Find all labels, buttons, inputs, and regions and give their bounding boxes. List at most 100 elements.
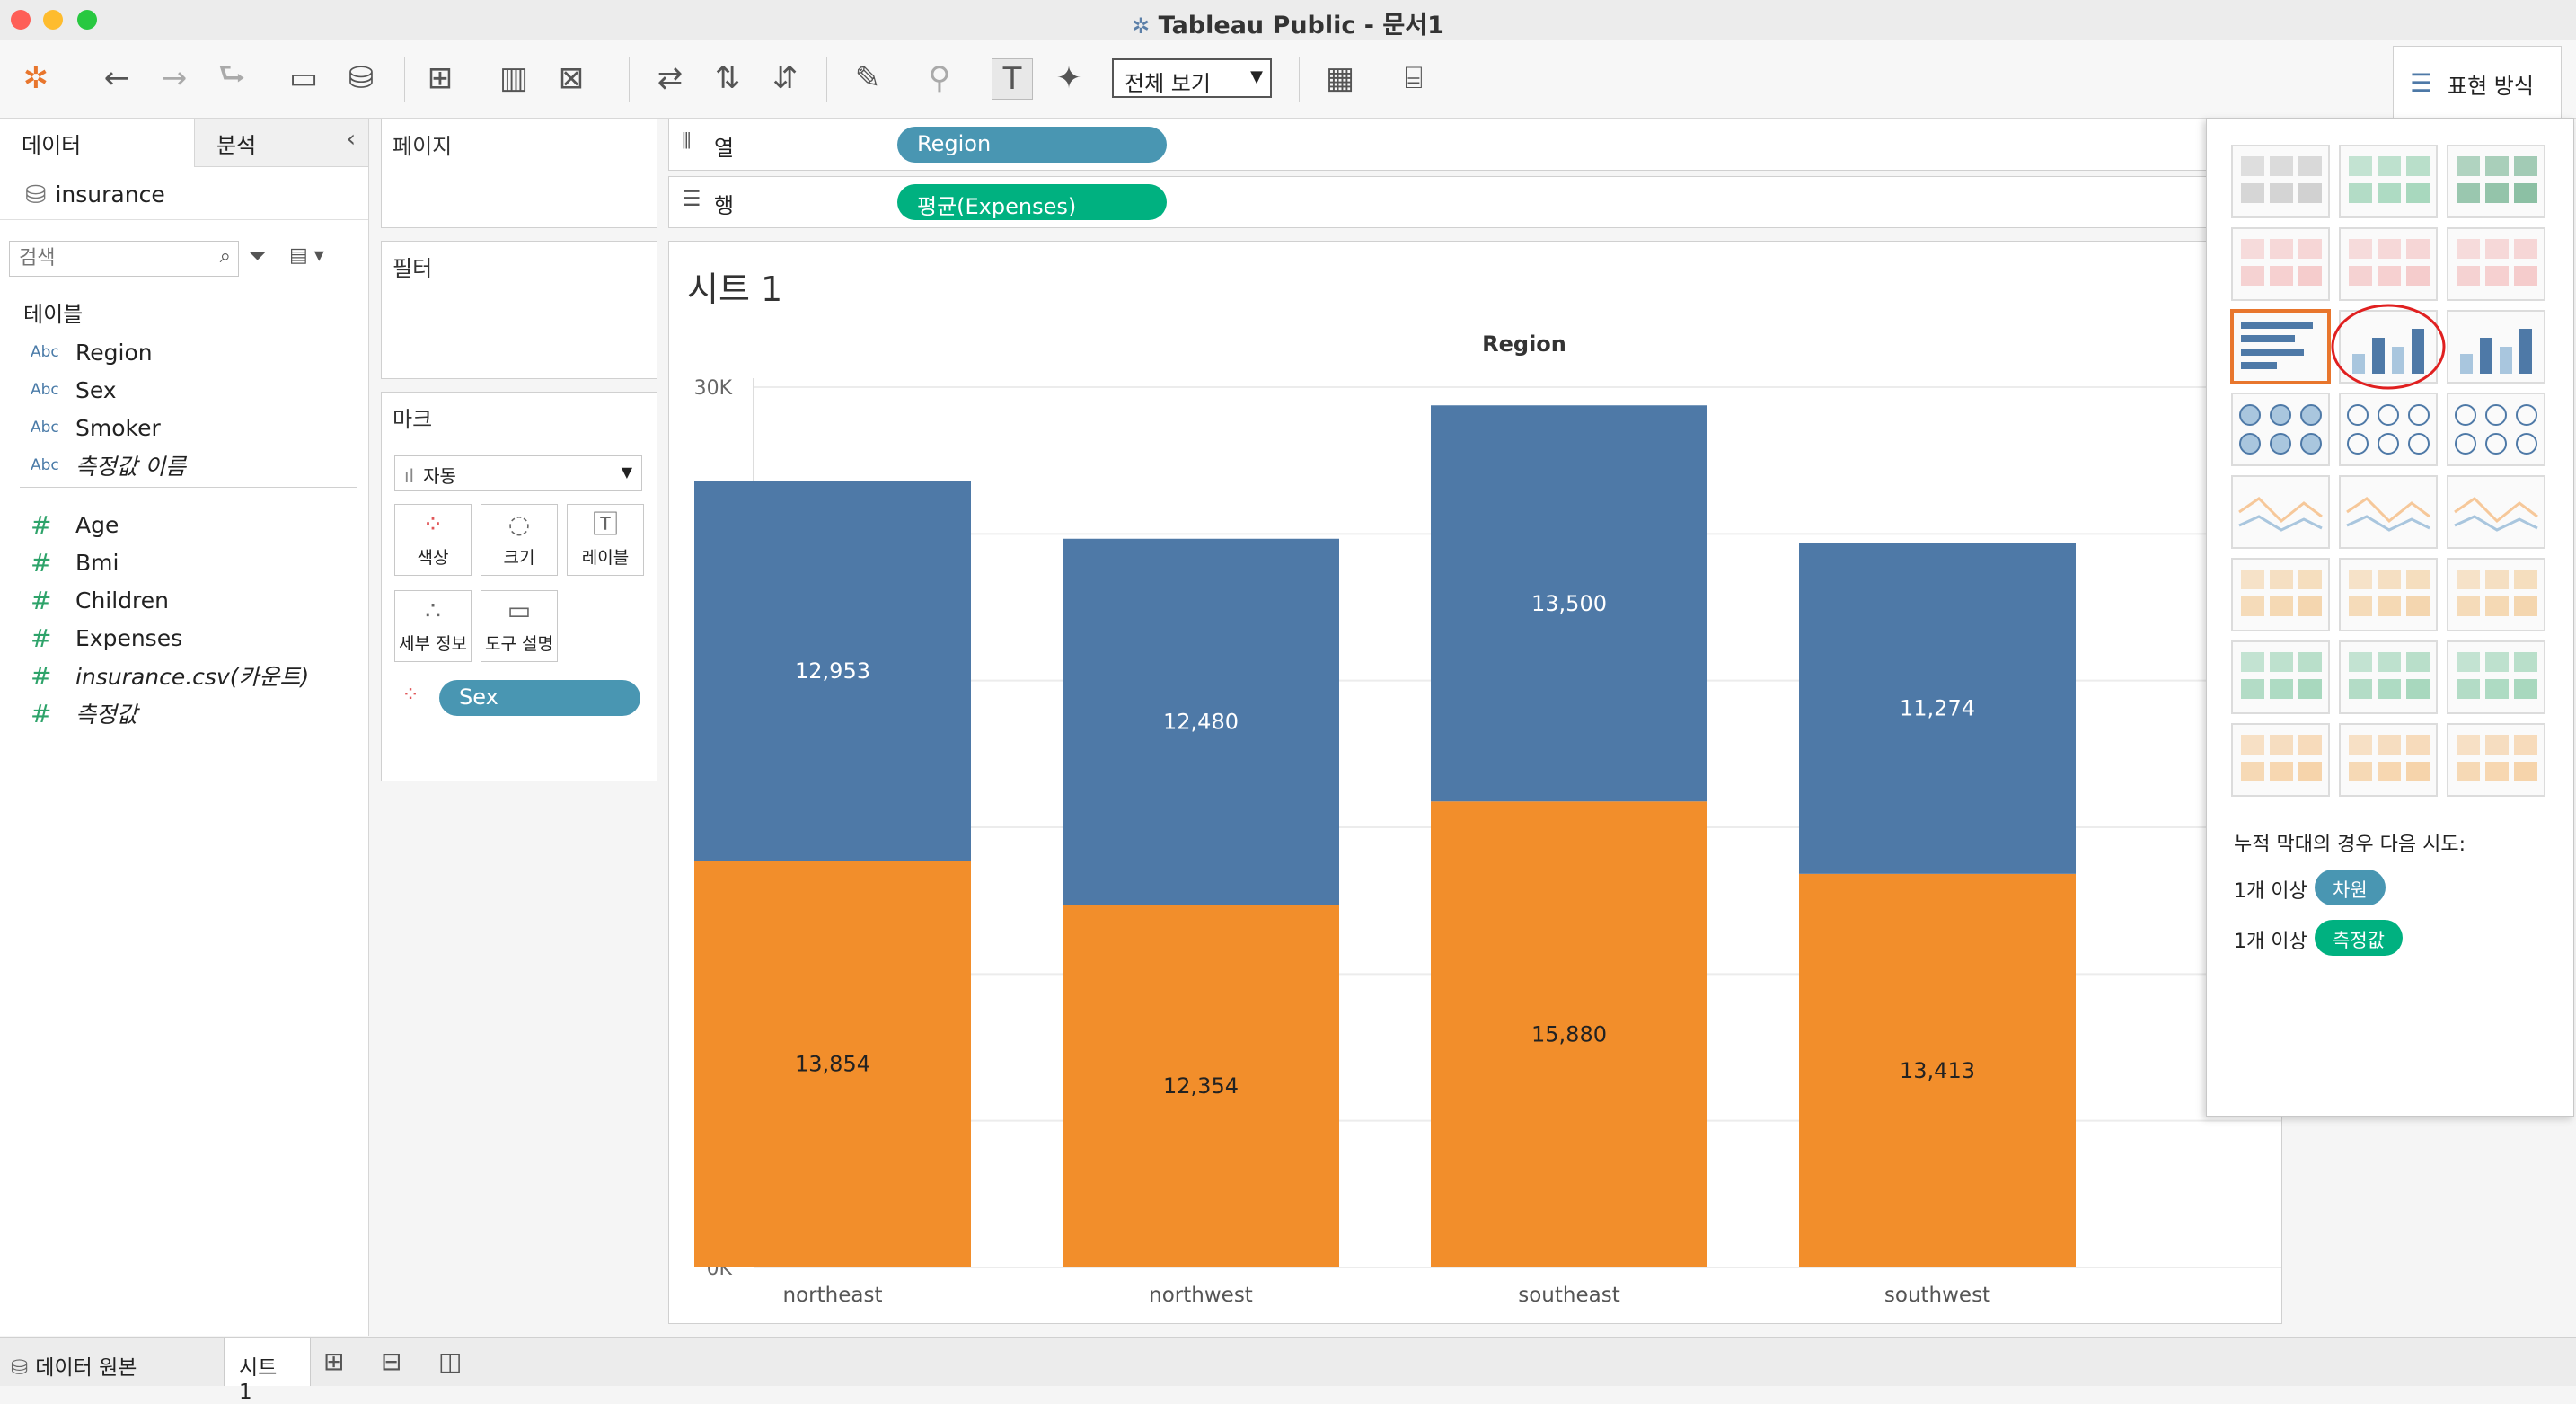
thumb-mark — [2378, 239, 2401, 259]
number-type-icon: # — [31, 660, 52, 691]
new-dashboard-icon[interactable]: ⊟ — [381, 1347, 402, 1376]
thumb-mark — [2457, 735, 2480, 755]
bar-segment — [694, 861, 971, 1267]
thumb-mark — [2457, 596, 2480, 616]
rows-pill-avg-expenses[interactable]: 평균(Expenses) — [897, 184, 1167, 220]
rows-shelf[interactable]: ☰ 행 평균(Expenses) — [668, 176, 2215, 228]
datasource-icon: ⛁ — [11, 1356, 29, 1380]
datasource-tab[interactable]: ⛁ 데이터 원본 — [0, 1338, 225, 1386]
show-cards-icon[interactable]: ▦ — [1325, 60, 1355, 96]
color-button[interactable]: ⁘ 색상 — [394, 504, 472, 576]
mark-type-select[interactable]: ıl 자동 ▼ — [394, 455, 642, 491]
field-record-count[interactable]: # insurance.csv(카운트) — [31, 660, 310, 691]
columns-shelf[interactable]: ⦀ 열 Region — [668, 119, 2215, 171]
chart-title: Region — [1482, 331, 1566, 357]
field-bmi[interactable]: # Bmi — [31, 547, 119, 578]
thumb-mark — [2378, 762, 2401, 781]
chart-type-thumb[interactable] — [2339, 475, 2438, 549]
sort-ascending-icon[interactable]: ⇅ — [714, 60, 741, 96]
bar-data-label: 12,480 — [1163, 710, 1239, 735]
field-expenses[interactable]: # Expenses — [31, 623, 183, 653]
thumb-mark — [2241, 239, 2264, 259]
new-worksheet-icon[interactable]: ⊞ — [427, 60, 454, 96]
columns-pill-region[interactable]: Region — [897, 127, 1167, 163]
minimize-window-button[interactable] — [43, 10, 63, 30]
thumb-mark — [2457, 183, 2480, 203]
thumb-mark — [2457, 239, 2480, 259]
collapse-pane-icon[interactable]: ‹ — [346, 126, 356, 153]
group-icon[interactable]: ⚲ — [928, 60, 951, 96]
new-datasource-icon[interactable]: ⛁ — [348, 60, 375, 96]
string-type-icon: Abc — [31, 419, 59, 437]
tooltip-button[interactable]: ▭ 도구 설명 — [481, 590, 558, 662]
field-age[interactable]: # Age — [31, 509, 119, 540]
number-type-icon: # — [31, 698, 52, 728]
thumb-mark — [2516, 404, 2537, 426]
filters-shelf[interactable]: 필터 — [381, 241, 657, 379]
thumb-mark — [2241, 679, 2264, 699]
filter-fields-icon[interactable]: ⏷ — [248, 243, 267, 269]
detail-icon: ∴ — [425, 596, 441, 625]
thumb-mark — [2241, 183, 2264, 203]
show-me-panel: 누적 막대의 경우 다음 시도: 1개 이상 차원 1개 이상 측정값 — [2206, 118, 2574, 1117]
color-pill-sex[interactable]: Sex — [439, 680, 640, 716]
close-window-button[interactable] — [11, 10, 31, 30]
label-button[interactable]: 🅃 레이블 — [567, 504, 644, 576]
thumb-mark — [2270, 762, 2293, 781]
sheet-1-tab[interactable]: 시트 1 — [225, 1338, 311, 1404]
thumb-mark — [2349, 652, 2372, 672]
field-measure-names[interactable]: Abc 측정값 이름 — [31, 454, 186, 480]
pin-axes-icon[interactable]: ✦ — [1055, 60, 1082, 96]
duplicate-sheet-icon[interactable]: ▥ — [498, 60, 529, 96]
view-options-icon[interactable]: ▤ ▾ — [289, 244, 324, 267]
fit-view-select[interactable]: 전체 보기 ▼ — [1112, 58, 1272, 98]
show-me-tab[interactable]: ☰ 표현 방식 — [2393, 46, 2562, 119]
field-measure-values[interactable]: # 측정값 — [31, 698, 138, 728]
highlight-icon[interactable]: ✎ — [854, 60, 881, 96]
redo-icon[interactable]: → — [161, 60, 188, 96]
search-box[interactable]: ⌕ — [9, 241, 239, 277]
new-worksheet-icon[interactable]: ⊞ — [323, 1347, 345, 1376]
show-labels-icon[interactable]: T — [992, 58, 1033, 100]
thumb-mark — [2408, 433, 2430, 455]
thumb-bar — [2412, 329, 2424, 374]
field-region[interactable]: Abc Region — [31, 339, 153, 366]
stacked-bar-chart: Region평균 Expenses0K5K10K15K20K25K30K13,8… — [694, 331, 2281, 1307]
size-icon: ◌ — [507, 509, 531, 539]
tab-analysis[interactable]: 분석 ‹ — [194, 119, 368, 167]
zoom-window-button[interactable] — [77, 10, 97, 30]
thumb-mark — [2241, 156, 2264, 176]
chart-type-thumb[interactable] — [2231, 475, 2330, 549]
sort-descending-icon[interactable]: ⇵ — [772, 60, 798, 96]
presentation-mode-icon[interactable]: ⌸ — [1404, 60, 1424, 96]
thumb-mark — [2514, 570, 2537, 589]
undo-icon[interactable]: ← — [103, 60, 130, 96]
datasource-icon: ⛁ — [25, 179, 47, 209]
number-type-icon: # — [31, 623, 52, 653]
field-smoker[interactable]: Abc Smoker — [31, 414, 161, 441]
thumb-mark — [2378, 679, 2401, 699]
swap-rows-columns-icon[interactable]: ⇄ — [657, 60, 684, 96]
thumb-mark — [2270, 735, 2293, 755]
field-sex[interactable]: Abc Sex — [31, 376, 117, 403]
new-story-icon[interactable]: ◫ — [438, 1347, 463, 1376]
detail-button[interactable]: ∴ 세부 정보 — [394, 590, 472, 662]
thumb-mark — [2298, 596, 2322, 616]
save-icon[interactable]: ▭ — [288, 60, 319, 96]
thumb-bar — [2372, 338, 2385, 374]
tableau-logo-icon[interactable]: ✲ — [22, 60, 49, 96]
thumb-mark — [2406, 156, 2430, 176]
tab-data[interactable]: 데이터 — [0, 119, 194, 167]
clear-sheet-icon[interactable]: ⊠ — [558, 60, 585, 96]
marks-card: 마크 ıl 자동 ▼ ⁘ 색상 ◌ 크기 🅃 레이블 ∴ 세부 정보 ▭ 도구 설명 ⁘ Se… — [381, 392, 657, 781]
size-button[interactable]: ◌ 크기 — [481, 504, 558, 576]
replay-icon[interactable]: ⮑ — [217, 56, 246, 93]
field-children[interactable]: # Children — [31, 585, 170, 615]
thumb-mark — [2241, 266, 2264, 286]
bar-data-label: 12,953 — [795, 658, 870, 684]
datasource-item[interactable]: ⛁ insurance — [25, 179, 165, 209]
pages-shelf[interactable]: 페이지 — [381, 119, 657, 228]
thumb-mark — [2347, 404, 2369, 426]
chart-type-thumb[interactable] — [2447, 475, 2545, 549]
search-input[interactable] — [10, 242, 200, 274]
